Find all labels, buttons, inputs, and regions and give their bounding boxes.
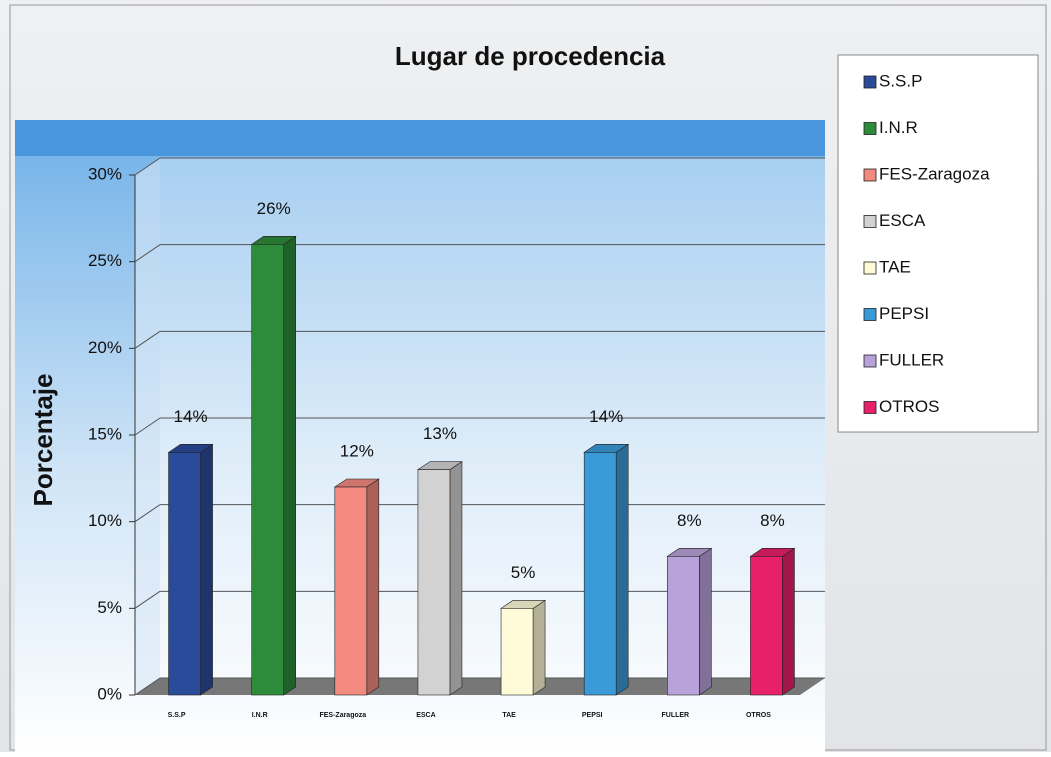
legend-label: FES-Zaragoza [879, 164, 990, 183]
grid-line [134, 244, 161, 263]
bar [750, 556, 783, 696]
data-label: 13% [423, 424, 457, 443]
y-axis-label: Porcentaje [28, 374, 58, 507]
data-label: 26% [257, 199, 291, 218]
y-tick-label: 5% [97, 598, 122, 617]
bar [334, 486, 368, 696]
legend-swatch [863, 401, 877, 414]
grid-line [134, 504, 161, 523]
bar-side [283, 235, 296, 696]
data-label: 14% [174, 407, 208, 426]
bar-side [615, 443, 629, 696]
bar [168, 452, 201, 696]
bar-side [532, 599, 546, 696]
legend-label: I.N.R [879, 118, 918, 137]
grid-line [134, 157, 161, 176]
y-tick-label: 10% [88, 511, 122, 530]
x-tick-label: I.N.R [252, 712, 268, 719]
legend-label: ESCA [879, 211, 926, 230]
grid-line [134, 677, 161, 696]
x-tick-label: ESCA [416, 712, 435, 719]
bar-side [200, 443, 213, 696]
x-tick-label: TAE [502, 712, 516, 719]
chart-title: Lugar de procedencia [395, 41, 666, 71]
plot-band [15, 120, 825, 156]
bar [417, 469, 451, 696]
bar [251, 244, 284, 696]
bar [583, 452, 617, 696]
data-label: 8% [760, 511, 785, 530]
legend-label: S.S.P [879, 71, 922, 90]
legend-label: PEPSI [879, 304, 929, 323]
legend-swatch [863, 308, 877, 321]
y-tick-label: 15% [88, 424, 122, 443]
bar [667, 556, 700, 696]
y-tick-label: 25% [88, 251, 122, 270]
y-tick-label: 30% [88, 164, 122, 183]
legend-swatch [863, 122, 877, 135]
data-label: 12% [340, 441, 374, 460]
x-tick-label: S.S.P [168, 712, 186, 719]
grid-line [134, 330, 161, 349]
legend-swatch [863, 75, 877, 89]
legend-swatch [863, 215, 877, 228]
x-tick-label: FULLER [662, 712, 690, 719]
floor [135, 678, 825, 695]
legend [837, 54, 1039, 433]
bar-side [449, 461, 463, 696]
data-label: 14% [589, 407, 623, 426]
y-tick-label: 0% [97, 684, 122, 703]
grid-line [134, 590, 161, 609]
bar [500, 608, 534, 696]
grid-line [134, 417, 161, 436]
bar-side [699, 547, 712, 696]
y-tick-label: 20% [88, 338, 122, 357]
legend-swatch [863, 168, 877, 182]
bar-side [366, 478, 380, 696]
legend-swatch [863, 354, 877, 368]
legend-label: TAE [879, 257, 911, 276]
legend-label: FULLER [879, 350, 944, 369]
x-tick-label: PEPSI [582, 712, 603, 719]
data-label: 5% [511, 563, 536, 582]
legend-swatch [863, 261, 877, 275]
x-tick-label: OTROS [746, 712, 771, 719]
x-tick-label: FES-Zaragoza [319, 712, 366, 719]
bar-side [782, 547, 795, 696]
legend-label: OTROS [879, 397, 939, 416]
data-label: 8% [677, 511, 702, 530]
